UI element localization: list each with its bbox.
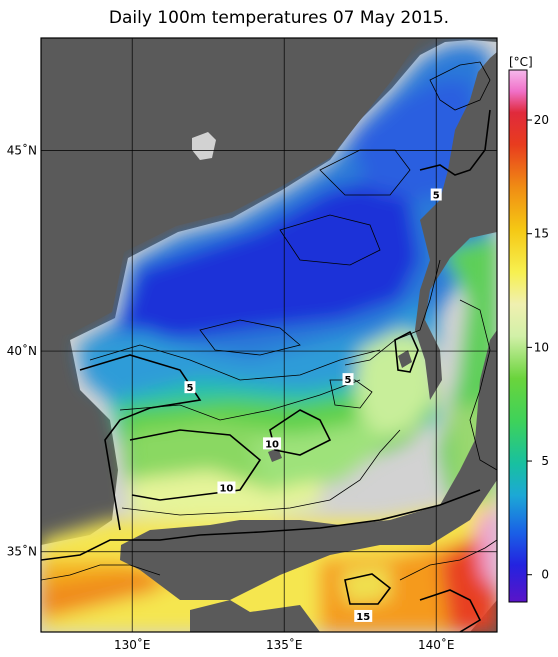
contour-labels: 5 5 5 10 10 15 xyxy=(184,188,442,623)
colorbar-tick-label: 0 xyxy=(541,568,549,582)
contour-label-bg xyxy=(342,373,354,386)
map-title: Daily 100m temperatures 07 May 2015. xyxy=(108,8,450,28)
colorbar-scale xyxy=(508,69,528,603)
colorbar-tick-label: 20 xyxy=(534,113,549,127)
contour-label-bg xyxy=(430,188,442,201)
latitude-label: 40˚N xyxy=(7,343,37,358)
colorbar-ticks: 0 5 10 15 20 xyxy=(527,113,549,582)
graticule xyxy=(41,38,497,632)
contour-label-bg xyxy=(354,609,373,622)
sakhalin-island xyxy=(192,132,216,160)
colorbar-tick-label: 10 xyxy=(534,340,549,354)
longitude-label: 130˚E xyxy=(114,637,151,652)
contour-label-bg xyxy=(263,437,282,450)
map-area xyxy=(41,38,497,632)
contour-label-bg xyxy=(184,381,196,394)
contour-label: 15 xyxy=(356,612,370,623)
longitude-labels: 130˚E 135˚E 140˚E xyxy=(114,637,455,652)
colorbar: [°C] 0 5 10 15 20 xyxy=(508,55,549,603)
longitude-label: 135˚E xyxy=(266,637,303,652)
contour-label-bg xyxy=(217,481,236,494)
contour-label: 10 xyxy=(219,484,233,495)
map-frame xyxy=(40,37,498,633)
latitude-label: 35˚N xyxy=(7,544,37,559)
colorbar-tick-label: 15 xyxy=(534,227,549,241)
latitude-label: 45˚N xyxy=(7,142,37,157)
contour-lines xyxy=(41,61,497,632)
colorbar-unit: [°C] xyxy=(509,55,533,69)
longitude-label: 140˚E xyxy=(418,637,455,652)
colorbar-tick-label: 5 xyxy=(541,454,549,468)
contour-label: 5 xyxy=(186,383,193,394)
land-overlays xyxy=(41,38,497,632)
contour-label: 5 xyxy=(345,375,352,386)
contour-label: 5 xyxy=(433,191,440,202)
contour-label: 10 xyxy=(265,439,279,450)
sado-island xyxy=(398,350,412,368)
latitude-labels: 35˚N 40˚N 45˚N xyxy=(7,142,37,558)
